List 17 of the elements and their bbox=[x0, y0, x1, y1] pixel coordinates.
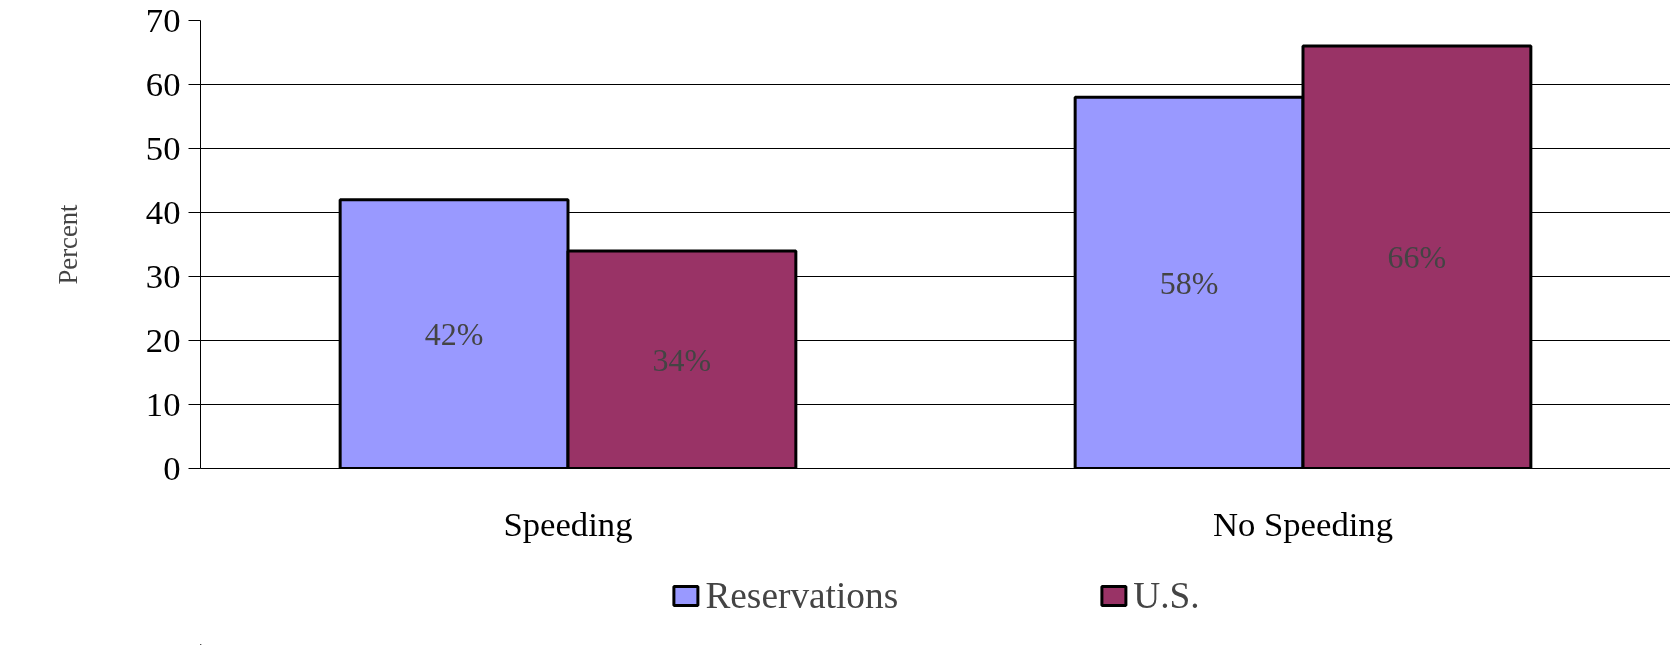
y-tick-label: 70 bbox=[145, 0, 181, 39]
x-tick-label: Speeding bbox=[503, 504, 633, 543]
y-tick-label: 10 bbox=[145, 384, 181, 423]
y-tick-label: 20 bbox=[145, 320, 181, 359]
y-tick-label: 50 bbox=[145, 128, 181, 167]
y-tick-label: 40 bbox=[145, 192, 181, 231]
x-tick-label: No Speeding bbox=[1213, 504, 1393, 543]
y-tick-label: 60 bbox=[145, 64, 181, 103]
y-tick-label: 30 bbox=[145, 256, 181, 295]
data-label: 42% bbox=[424, 316, 484, 353]
data-label: 34% bbox=[652, 341, 712, 378]
data-label: 66% bbox=[1387, 239, 1447, 276]
y-axis-title: Percent bbox=[52, 203, 83, 285]
legend-label: Reservations bbox=[705, 573, 899, 617]
data-label: 58% bbox=[1159, 264, 1219, 301]
legend-label: U.S. bbox=[1133, 573, 1200, 617]
y-tick-label: 0 bbox=[163, 448, 181, 487]
